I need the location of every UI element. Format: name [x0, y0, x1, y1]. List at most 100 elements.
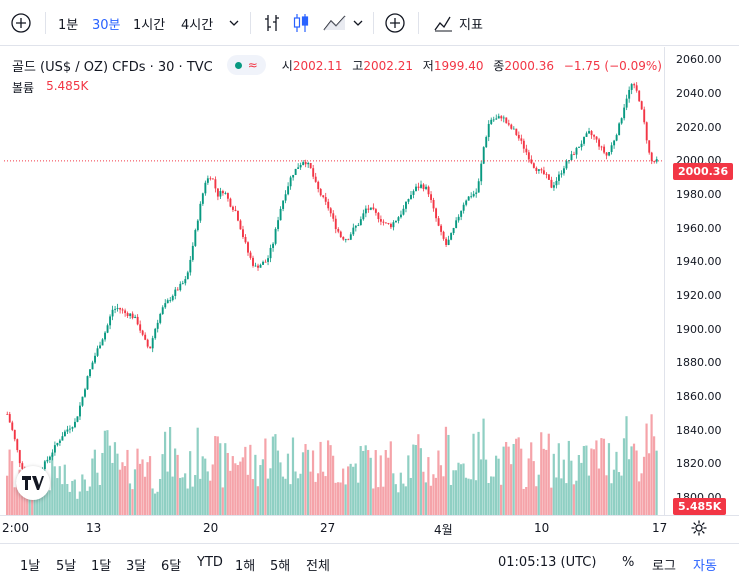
- add-symbol-button[interactable]: [10, 10, 32, 36]
- interval-4h[interactable]: 4시간: [181, 17, 214, 33]
- interval-1h[interactable]: 1시간: [133, 17, 166, 33]
- candle-body: [81, 396, 84, 406]
- candle-body: [425, 186, 427, 189]
- range-5y[interactable]: 5해: [270, 559, 291, 574]
- range-ytd[interactable]: YTD: [197, 555, 223, 570]
- utc-clock[interactable]: 01:05:13 (UTC): [498, 555, 597, 570]
- volume-bar: [184, 473, 187, 515]
- time-tick: 2:00: [2, 521, 29, 535]
- volume-bar: [422, 471, 425, 515]
- candle-body: [51, 452, 54, 457]
- candle-body: [377, 212, 380, 220]
- candle-body: [287, 186, 290, 195]
- percent-toggle[interactable]: %: [622, 555, 635, 570]
- volume-bar: [434, 477, 438, 515]
- candle-body: [131, 313, 134, 319]
- candle-body: [284, 194, 287, 201]
- volume-bar: [249, 444, 252, 515]
- candle-body: [532, 163, 535, 168]
- market-status-pill[interactable]: ≈: [226, 55, 266, 75]
- volume-bar: [419, 448, 422, 515]
- interval-30m[interactable]: 30분: [92, 17, 121, 33]
- candle-body: [292, 174, 295, 178]
- range-1y[interactable]: 1해: [235, 559, 256, 574]
- candle-body: [229, 198, 232, 207]
- candle-body: [99, 345, 101, 349]
- volume-bar: [46, 479, 49, 515]
- interval-dropdown[interactable]: [228, 10, 240, 36]
- volume-bar: [133, 469, 137, 515]
- volume-bar: [284, 478, 287, 515]
- volume-bar: [179, 477, 182, 515]
- auto-toggle[interactable]: 자동: [693, 559, 717, 574]
- range-6m[interactable]: 6달: [161, 559, 182, 574]
- candle-body: [437, 218, 440, 226]
- range-5d[interactable]: 5날: [56, 559, 77, 574]
- candle-body: [171, 295, 174, 301]
- candle-body: [269, 247, 272, 259]
- volume-label[interactable]: 볼륨: [12, 81, 35, 95]
- volume-bar: [424, 482, 427, 515]
- candle-style-button[interactable]: [291, 10, 311, 36]
- volume-bar: [590, 448, 593, 515]
- candle-body: [583, 136, 585, 144]
- volume-bar: [357, 482, 360, 515]
- compare-symbol-button[interactable]: [384, 10, 406, 36]
- volume-bar: [367, 450, 370, 515]
- volume-bar: [632, 443, 636, 515]
- range-1d[interactable]: 1날: [20, 559, 41, 574]
- candle-body: [144, 334, 147, 340]
- volume-bar: [153, 493, 157, 515]
- range-3m[interactable]: 3달: [126, 559, 147, 574]
- candle-body: [231, 206, 234, 210]
- indicators-button[interactable]: 지표: [432, 10, 483, 36]
- volume-bar: [259, 465, 262, 515]
- volume-bar: [525, 486, 528, 515]
- volume-bar: [8, 449, 11, 515]
- volume-bar: [615, 451, 618, 515]
- candle-body: [357, 224, 360, 226]
- bar-style-button[interactable]: [262, 10, 282, 36]
- chart-type-dropdown[interactable]: [352, 10, 364, 36]
- volume-bar: [264, 438, 267, 515]
- volume-bar: [612, 469, 616, 515]
- range-all[interactable]: 전체: [306, 559, 330, 574]
- symbol-title[interactable]: 골드 (US$ / OZ) CFDs · 30 · TVC: [12, 59, 213, 75]
- tradingview-logo[interactable]: [16, 466, 50, 500]
- approx-icon: ≈: [247, 58, 258, 72]
- candle-body: [440, 225, 443, 232]
- candle-body: [450, 233, 453, 240]
- volume-bar: [364, 445, 367, 515]
- volume-bar: [86, 490, 89, 515]
- time-axis[interactable]: [0, 515, 739, 544]
- price-chart[interactable]: [4, 47, 664, 515]
- plus-circle-icon: [385, 13, 405, 33]
- candle-body: [547, 174, 550, 180]
- candle-body: [645, 122, 648, 141]
- log-toggle[interactable]: 로그: [652, 559, 676, 574]
- volume-bar: [91, 458, 94, 515]
- candle-body: [650, 152, 653, 162]
- settings-button[interactable]: [690, 519, 708, 541]
- candle-body: [154, 328, 157, 339]
- volume-bar: [189, 451, 192, 515]
- volume-bar: [78, 491, 81, 515]
- volume-bar: [289, 484, 292, 515]
- volume-bar: [474, 480, 478, 515]
- candle-body: [384, 222, 387, 224]
- volume-bar: [51, 454, 54, 515]
- area-style-button[interactable]: [322, 10, 348, 36]
- volume-bar: [126, 449, 129, 515]
- price-axis[interactable]: [664, 47, 739, 515]
- volume-bar: [199, 478, 202, 515]
- candle-body: [18, 450, 21, 464]
- volume-bar: [572, 484, 575, 515]
- candle-body: [104, 332, 107, 340]
- time-tick: 4월: [434, 523, 453, 537]
- volume-bar: [344, 484, 347, 515]
- candle-body: [224, 193, 227, 194]
- volume-bar: [552, 453, 555, 515]
- range-1m[interactable]: 1달: [91, 559, 112, 574]
- interval-1m[interactable]: 1분: [58, 17, 79, 33]
- volume-bar: [16, 481, 19, 515]
